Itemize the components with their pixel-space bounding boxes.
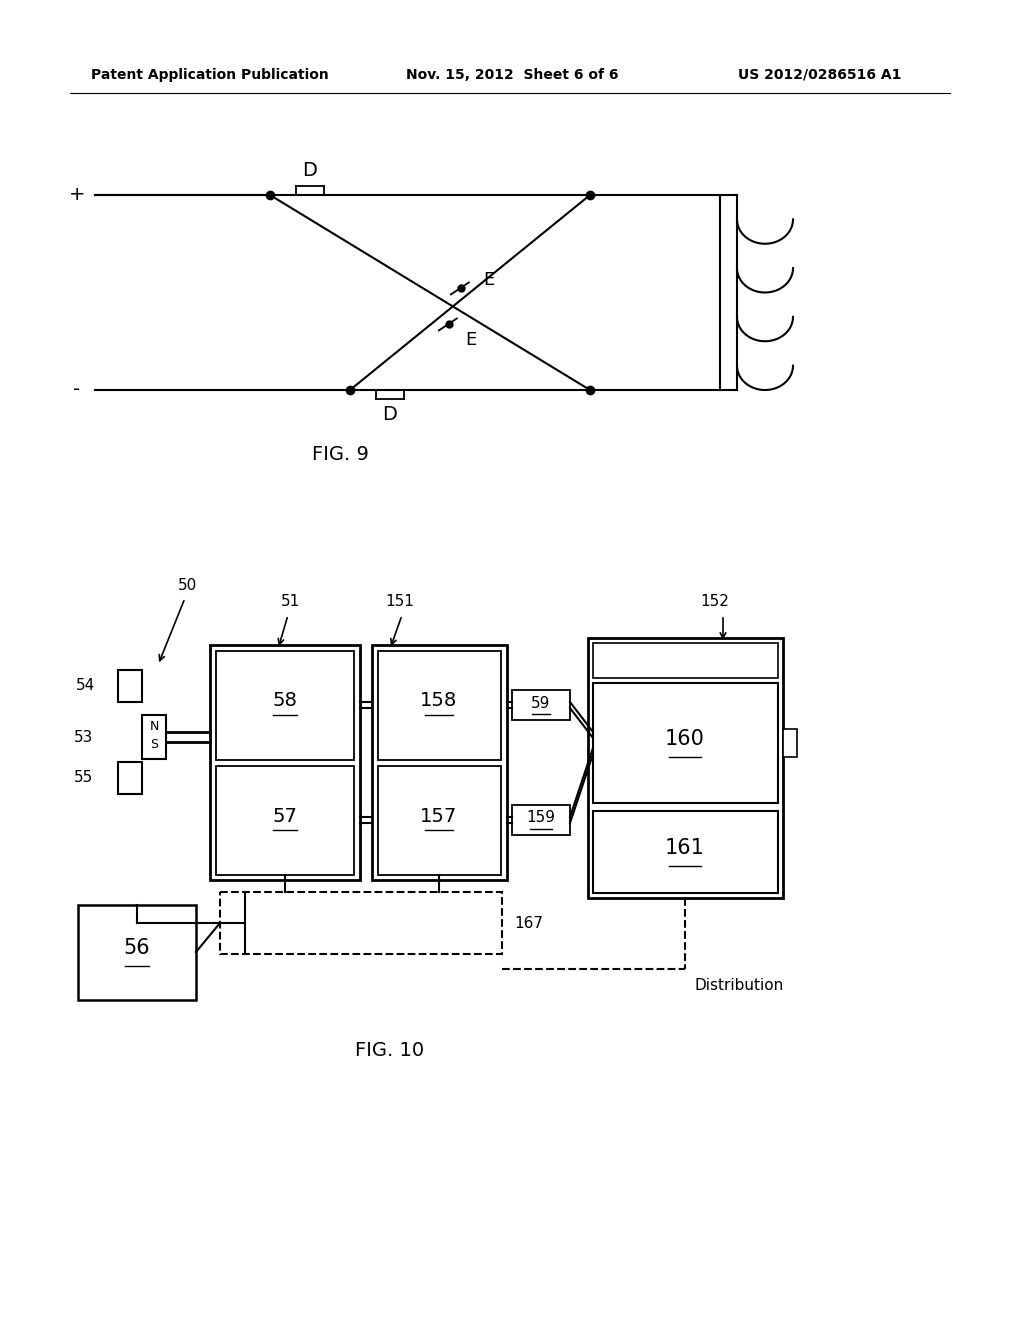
Bar [142,715,166,759]
Text: 55: 55 [74,771,93,785]
Bar [372,645,507,880]
Bar [783,729,797,756]
Text: +: + [69,186,85,205]
Text: 157: 157 [421,807,458,825]
Text: 159: 159 [526,810,555,825]
Text: 54: 54 [76,678,95,693]
Text: FIG. 10: FIG. 10 [355,1040,425,1060]
Text: 160: 160 [665,729,705,748]
Bar [118,671,142,702]
Text: E: E [465,331,476,350]
Text: 58: 58 [272,692,297,710]
Text: 57: 57 [272,807,297,825]
Text: 152: 152 [700,594,729,610]
Bar [378,651,501,760]
Text: US 2012/0286516 A1: US 2012/0286516 A1 [738,69,902,82]
Bar [78,906,196,1001]
Text: 158: 158 [421,692,458,710]
Bar [378,766,501,875]
Bar [593,643,778,678]
Bar [118,762,142,795]
Text: FIG. 9: FIG. 9 [311,446,369,465]
Text: N: N [150,721,159,734]
Text: 167: 167 [514,916,543,931]
Text: 151: 151 [386,594,415,610]
Text: 59: 59 [531,696,551,710]
Text: Nov. 15, 2012  Sheet 6 of 6: Nov. 15, 2012 Sheet 6 of 6 [406,69,618,82]
Text: 53: 53 [74,730,93,744]
Text: 51: 51 [281,594,300,610]
Text: 50: 50 [178,578,198,593]
Bar [512,805,570,836]
Text: Distribution: Distribution [695,978,784,993]
Text: D: D [383,405,397,425]
Text: 161: 161 [665,838,705,858]
Bar [593,682,778,803]
Text: S: S [150,738,158,751]
Text: Patent Application Publication: Patent Application Publication [91,69,329,82]
Bar [216,651,354,760]
Bar [512,690,570,719]
Bar [216,766,354,875]
Text: D: D [302,161,317,180]
Bar [588,638,783,898]
Text: -: - [74,380,81,400]
Bar [210,645,360,880]
Text: E: E [483,272,495,289]
Bar [593,810,778,894]
Text: 56: 56 [124,939,151,958]
Bar [220,892,502,954]
